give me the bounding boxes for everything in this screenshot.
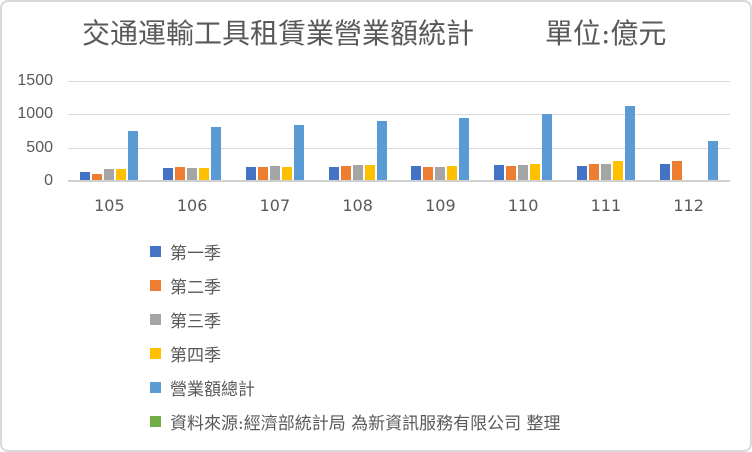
- legend-label: 第二季: [170, 277, 221, 298]
- bar-第二季-108: [340, 166, 351, 181]
- bar-第一季-109: [411, 165, 422, 181]
- legend: 第一季第二季第三季第四季營業額總計資料來源:經濟部統計局 為新資訊服務有限公司 …: [150, 234, 561, 438]
- legend-item: 第二季: [150, 268, 561, 302]
- x-axis-category-label: 112: [673, 196, 704, 215]
- gridline: [68, 147, 730, 149]
- bar-第四季-108: [364, 165, 375, 181]
- bar-第三季-107: [269, 166, 280, 181]
- bars-layer: [68, 81, 730, 181]
- legend-swatch-icon: [150, 245, 161, 257]
- bar-group-110: [482, 81, 565, 181]
- legend-label: 第一季: [170, 243, 221, 264]
- legend-swatch-icon: [150, 279, 161, 291]
- x-axis-line: [68, 180, 730, 182]
- bar-第二季-105: [92, 173, 103, 181]
- legend-item: 營業額總計: [150, 370, 561, 404]
- legend-item: 資料來源:經濟部統計局 為新資訊服務有限公司 整理: [150, 404, 561, 438]
- y-axis-tick-label: 1000: [17, 105, 53, 123]
- bar-第二季-109: [423, 167, 434, 181]
- chart-title-row: 交通運輸工具租賃業營業額統計 單位:億元: [82, 16, 732, 52]
- bar-第三季-108: [352, 165, 363, 181]
- bar-第一季-110: [494, 165, 505, 181]
- legend-item: 第一季: [150, 234, 561, 268]
- y-axis-tick-label: 0: [44, 172, 53, 189]
- bar-第三季-105: [104, 169, 115, 181]
- bar-第三季-111: [600, 164, 611, 181]
- bar-營業額總計-107: [293, 125, 304, 181]
- bar-第四季-105: [116, 168, 127, 181]
- x-axis-labels: 105 106 107 108 109 110 111 112: [68, 196, 730, 215]
- bar-第一季-107: [245, 167, 256, 181]
- x-axis-category-label: 109: [425, 196, 456, 215]
- bar-第三季-110: [518, 165, 529, 181]
- bar-第四季-111: [612, 161, 623, 181]
- bar-第二季-107: [257, 167, 268, 181]
- bar-營業額總計-105: [128, 131, 139, 181]
- bar-group-112: [647, 81, 730, 181]
- legend-item: 第三季: [150, 302, 561, 336]
- x-axis-category-label: 108: [342, 196, 373, 215]
- bar-第二季-111: [588, 164, 599, 181]
- gridline: [68, 81, 730, 82]
- legend-item: 第四季: [150, 336, 561, 370]
- bar-第一季-112: [659, 163, 670, 181]
- plot-area: [68, 81, 730, 181]
- bar-第四季-110: [530, 164, 541, 181]
- y-axis-tick-label: 1500: [17, 72, 53, 89]
- legend-label: 第三季: [170, 311, 221, 332]
- bar-group-109: [399, 81, 482, 181]
- bar-第四季-109: [447, 165, 458, 181]
- legend-swatch-icon: [150, 381, 161, 393]
- bar-第三季-109: [435, 166, 446, 181]
- bar-group-107: [234, 81, 317, 181]
- bar-第一季-106: [163, 168, 174, 181]
- chart-title: 交通運輸工具租賃業營業額統計: [82, 17, 475, 50]
- bar-營業額總計-109: [459, 118, 470, 181]
- bar-第二季-112: [671, 161, 682, 181]
- bar-營業額總計-112: [707, 141, 718, 181]
- legend-label: 營業額總計: [170, 379, 255, 400]
- legend-label: 第四季: [170, 345, 221, 366]
- bar-group-106: [151, 81, 234, 181]
- x-axis-category-label: 105: [94, 196, 125, 215]
- chart-unit-label: 單位:億元: [545, 17, 667, 50]
- bar-第一季-111: [576, 165, 587, 181]
- bar-第四季-107: [281, 167, 292, 181]
- legend-swatch-icon: [150, 415, 161, 427]
- bar-group-111: [565, 81, 648, 181]
- bar-第一季-108: [328, 167, 339, 181]
- gridline: [68, 114, 730, 116]
- bar-第一季-105: [80, 172, 91, 181]
- legend-swatch-icon: [150, 347, 161, 359]
- x-axis-category-label: 106: [176, 196, 208, 215]
- x-axis-category-label: 111: [590, 196, 622, 215]
- y-axis-tick-label: 500: [26, 138, 53, 156]
- legend-label: 資料來源:經濟部統計局 為新資訊服務有限公司 整理: [170, 413, 561, 434]
- x-axis-category-label: 107: [259, 196, 291, 215]
- bar-營業額總計-108: [376, 121, 387, 181]
- bar-第二季-110: [506, 166, 517, 181]
- bar-營業額總計-106: [211, 127, 222, 181]
- bar-第三季-106: [187, 167, 198, 181]
- bar-營業額總計-111: [624, 106, 635, 181]
- legend-swatch-icon: [150, 313, 161, 325]
- x-axis-category-label: 110: [507, 196, 539, 215]
- bar-group-105: [68, 81, 151, 181]
- bar-第四季-106: [199, 167, 210, 181]
- bar-第二季-106: [175, 167, 186, 181]
- bar-group-108: [316, 81, 399, 181]
- bar-營業額總計-110: [542, 114, 553, 181]
